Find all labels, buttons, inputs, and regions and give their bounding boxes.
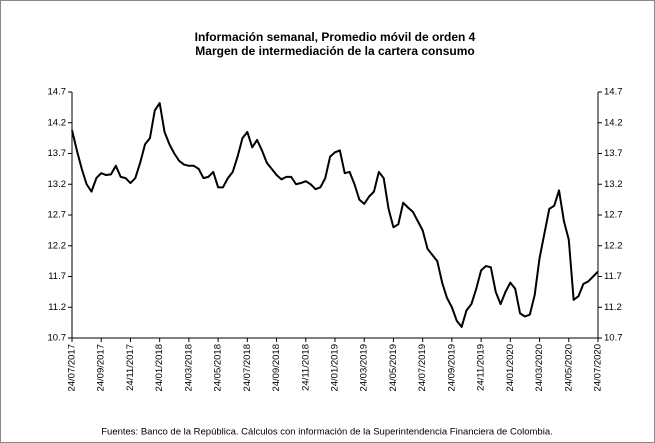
y2-tick-label: 13.7 [604,148,623,159]
y-tick-label: 12.7 [48,210,67,221]
y-tick-label: 12.2 [48,240,67,251]
y-tick-label: 11.2 [48,302,66,313]
x-tick-label: 24/07/2017 [67,344,78,392]
x-tick-label: 24/03/2020 [534,344,545,392]
y2-tick-label: 14.2 [604,117,623,128]
x-tick-label: 24/03/2018 [183,344,194,392]
x-tick-label: 24/09/2019 [446,344,457,392]
y-tick-label: 13.2 [48,179,67,190]
chart-subtitle: Margen de intermediación de la cartera c… [195,44,474,58]
x-tick-label: 24/07/2019 [417,344,428,392]
x-tick-label: 24/09/2018 [271,344,282,392]
x-tick-label: 24/11/2019 [476,344,487,391]
chart-title: Información semanal, Promedio móvil de o… [195,30,476,44]
y-tick-label: 10.7 [48,333,67,344]
y2-tick-label: 12.7 [604,210,623,221]
x-tick-label: 24/05/2020 [563,344,574,392]
x-tick-label: 24/11/2018 [300,344,311,391]
y2-tick-label: 14.7 [604,87,623,98]
x-tick-label: 24/07/2018 [242,344,253,392]
x-tick-label: 24/05/2019 [388,344,399,392]
x-tick-label: 24/03/2019 [359,344,370,392]
y2-tick-label: 11.2 [604,302,622,313]
line-series [71,102,599,328]
y-tick-label: 11.7 [48,271,66,282]
x-tick-label: 24/07/2020 [593,344,604,392]
y2-tick-label: 10.7 [604,333,623,344]
y2-tick-label: 13.2 [604,179,623,190]
x-tick-label: 24/09/2017 [96,344,107,392]
x-tick-label: 24/01/2020 [505,344,516,392]
x-tick-label: 24/05/2018 [213,344,224,392]
y-tick-label: 13.7 [48,148,67,159]
y-tick-label: 14.7 [48,87,67,98]
x-tick-label: 24/01/2018 [154,344,165,392]
source-note: Fuentes: Banco de la República. Cálculos… [101,427,553,438]
y2-tick-label: 12.2 [604,240,623,251]
y2-tick-label: 11.7 [604,271,622,282]
x-tick-label: 24/11/2017 [125,344,136,391]
x-tick-label: 24/01/2019 [330,344,341,392]
y-tick-label: 14.2 [48,117,67,128]
